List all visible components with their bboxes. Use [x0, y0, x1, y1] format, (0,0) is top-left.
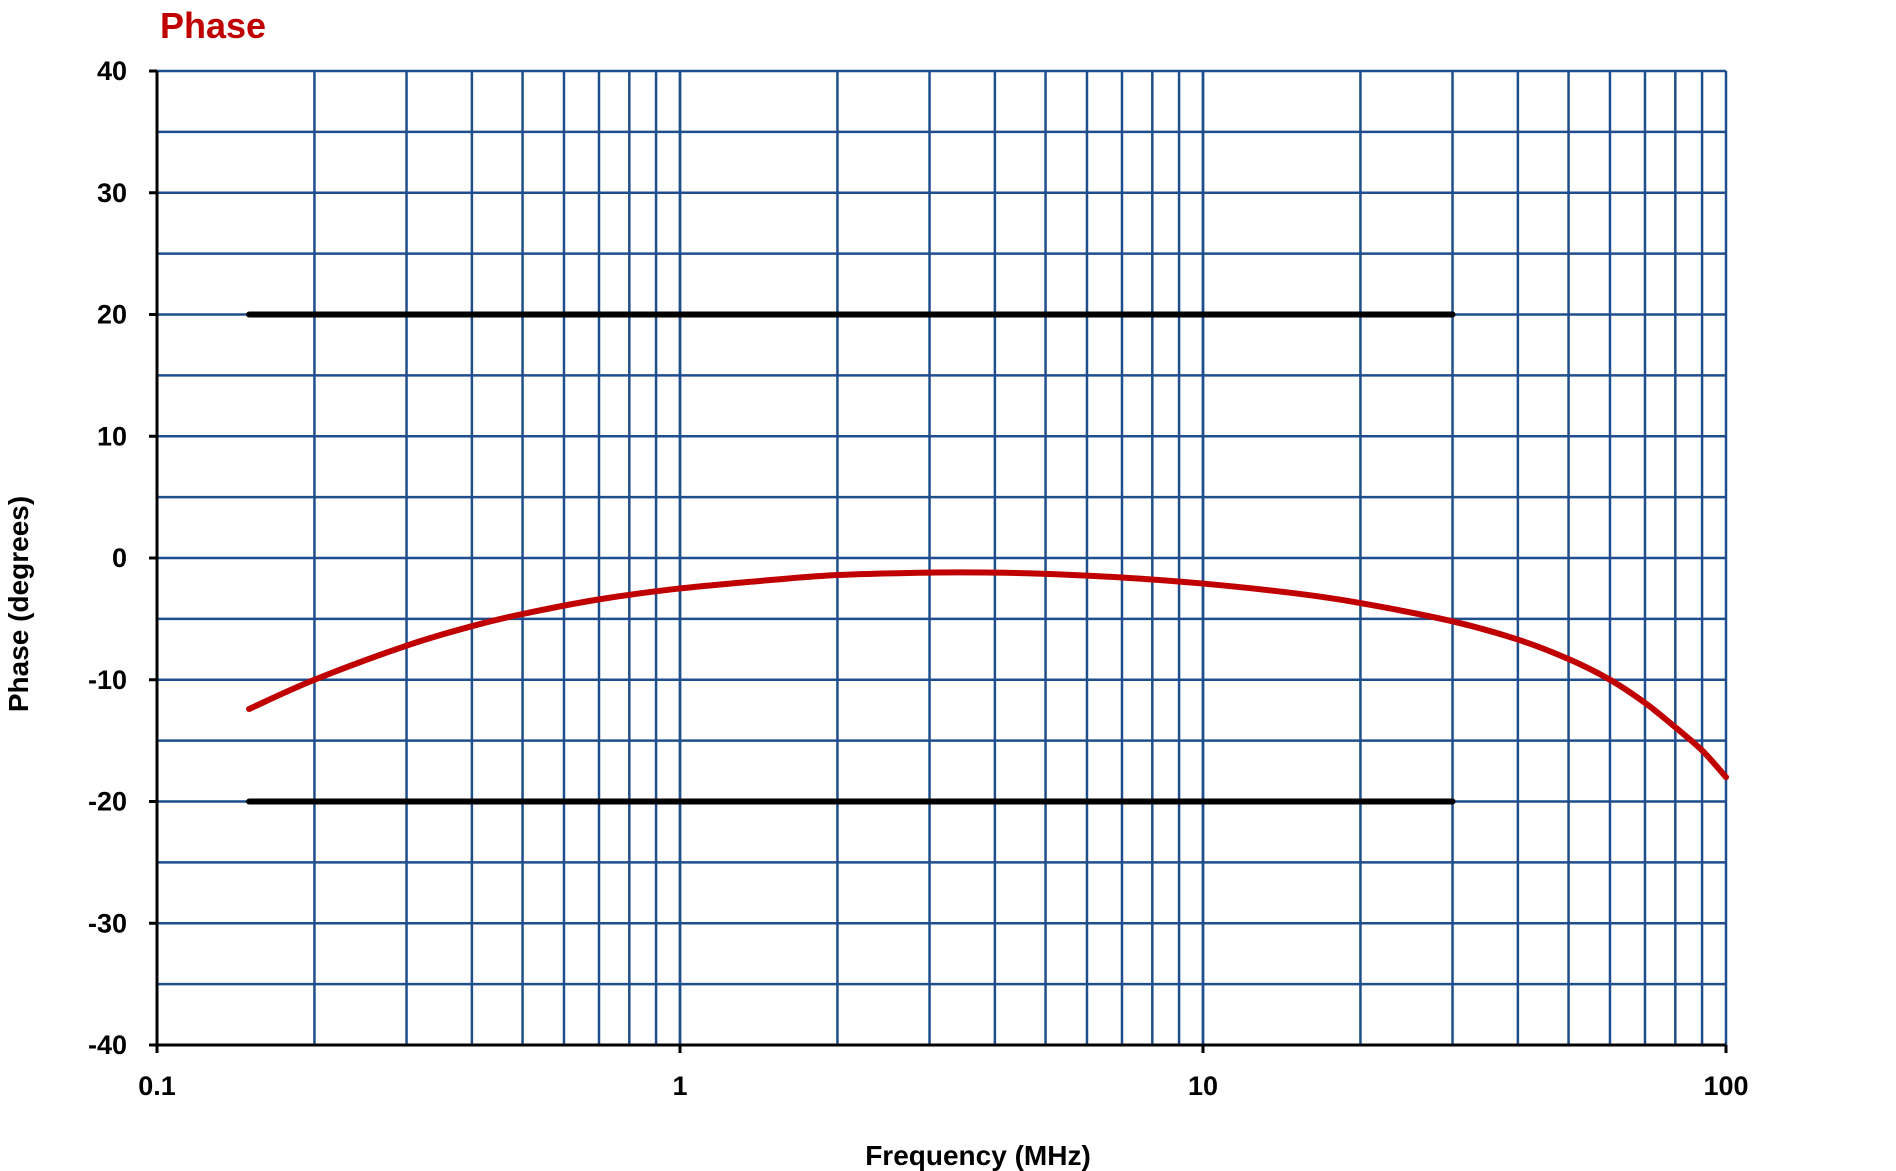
phase-curve-group	[246, 569, 1729, 781]
y-tick-label: 10	[97, 421, 127, 451]
limit-lines	[246, 311, 1456, 805]
y-tick-label: -20	[88, 787, 127, 817]
y-tick-label: 20	[97, 300, 127, 330]
y-axis-label: Phase (degrees)	[3, 496, 34, 712]
axes	[149, 69, 1728, 1053]
y-tick-label: -40	[88, 1030, 127, 1060]
x-tick-label: 1	[672, 1071, 687, 1101]
y-tick-label: -30	[88, 908, 127, 938]
y-tick-label: -10	[88, 665, 127, 695]
y-tick-label: 0	[112, 543, 127, 573]
grid	[155, 69, 1728, 1047]
x-tick-label: 0.1	[138, 1071, 176, 1101]
y-tick-label: 30	[97, 178, 127, 208]
phase-curve	[246, 569, 1729, 781]
x-tick-label: 10	[1188, 1071, 1218, 1101]
y-tick-label: 40	[97, 56, 127, 86]
x-axis-label: Frequency (MHz)	[865, 1140, 1091, 1171]
x-tick-label: 100	[1703, 1071, 1748, 1101]
chart-title: Phase	[160, 5, 266, 46]
